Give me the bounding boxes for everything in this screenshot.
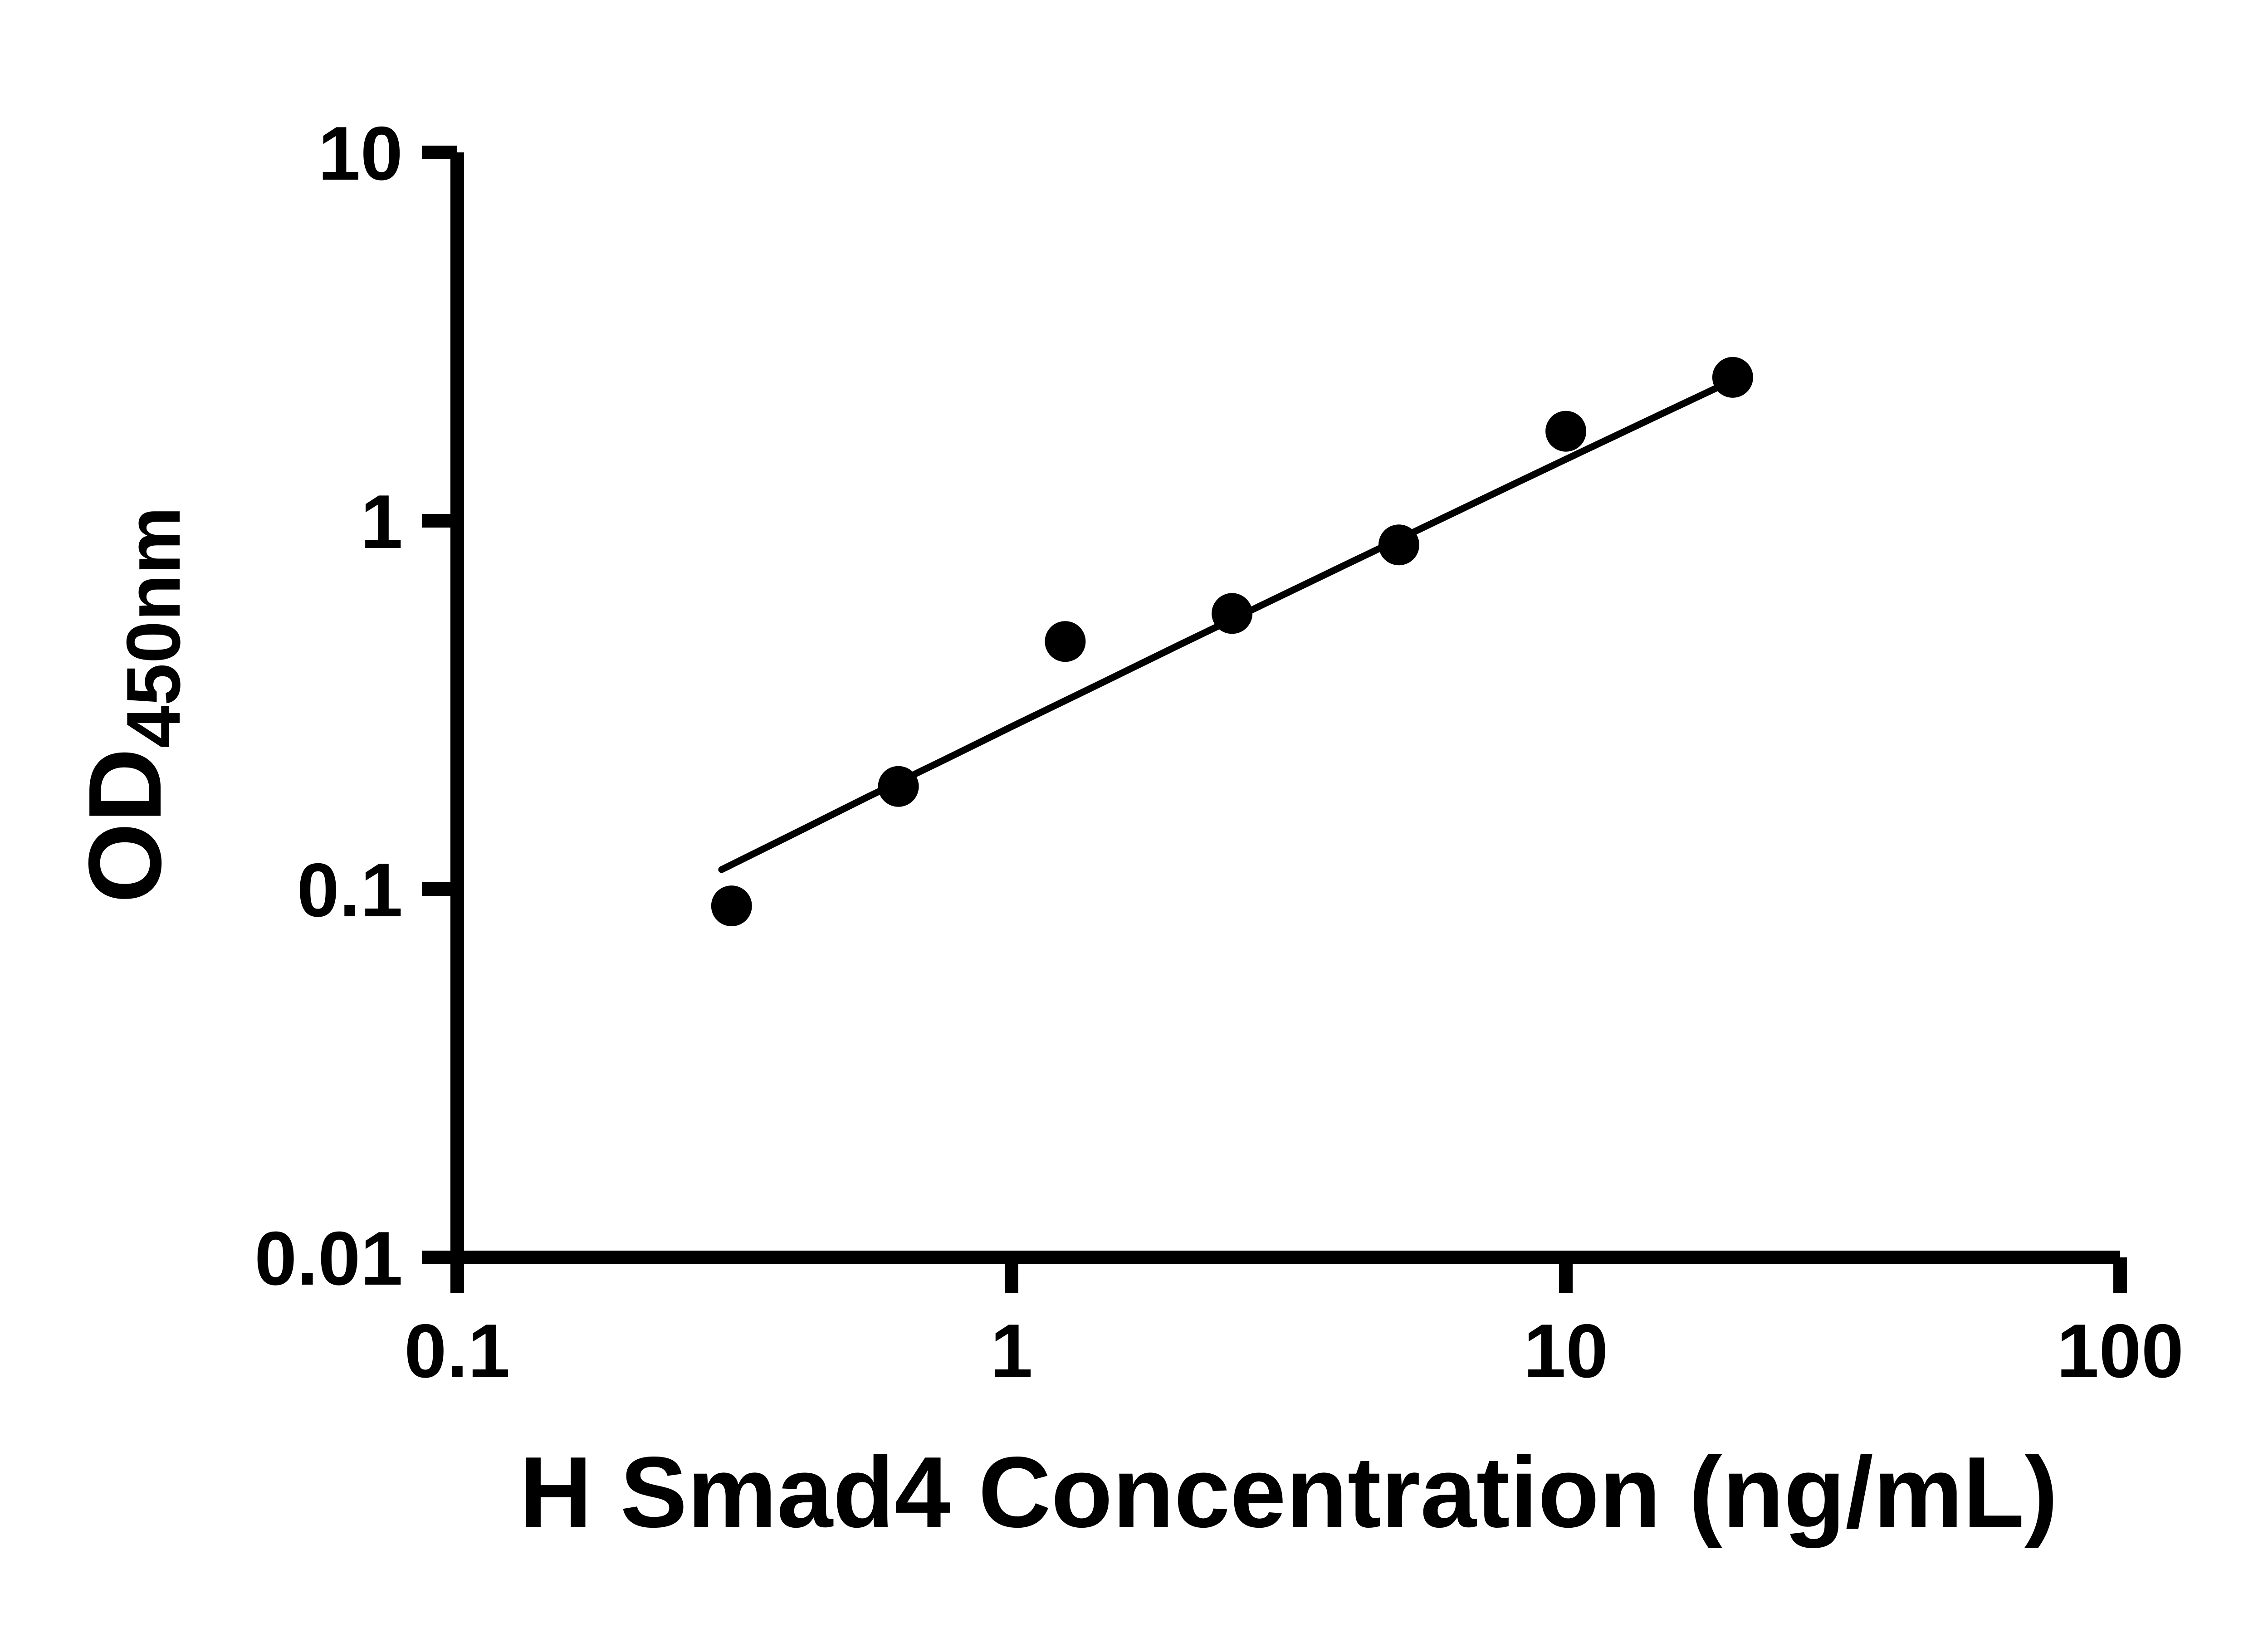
x-axis-title: H Smad4 Concentration (ng/mL) xyxy=(519,1436,2058,1549)
y-axis-title-main: OD xyxy=(68,748,183,903)
y-tick-label: 0.01 xyxy=(254,1216,403,1301)
y-tick-label: 10 xyxy=(318,111,403,196)
data-point xyxy=(1045,621,1086,662)
data-point xyxy=(1545,411,1587,452)
y-tick-label: 1 xyxy=(361,479,403,564)
x-tick-label: 1 xyxy=(990,1308,1032,1393)
x-tick-label: 100 xyxy=(2057,1308,2184,1393)
axis-lines xyxy=(450,152,2120,1264)
x-tick-label: 0.1 xyxy=(404,1308,510,1393)
x-tick-label: 10 xyxy=(1524,1308,1608,1393)
data-point xyxy=(711,885,752,927)
data-point xyxy=(878,766,919,807)
y-axis-title: OD450nm xyxy=(68,507,196,903)
y-axis-title-subscript: 450nm xyxy=(111,507,196,748)
data-point xyxy=(1212,593,1253,634)
data-point xyxy=(1712,357,1753,398)
data-point xyxy=(1378,524,1419,566)
y-tick-label: 0.1 xyxy=(297,847,403,933)
